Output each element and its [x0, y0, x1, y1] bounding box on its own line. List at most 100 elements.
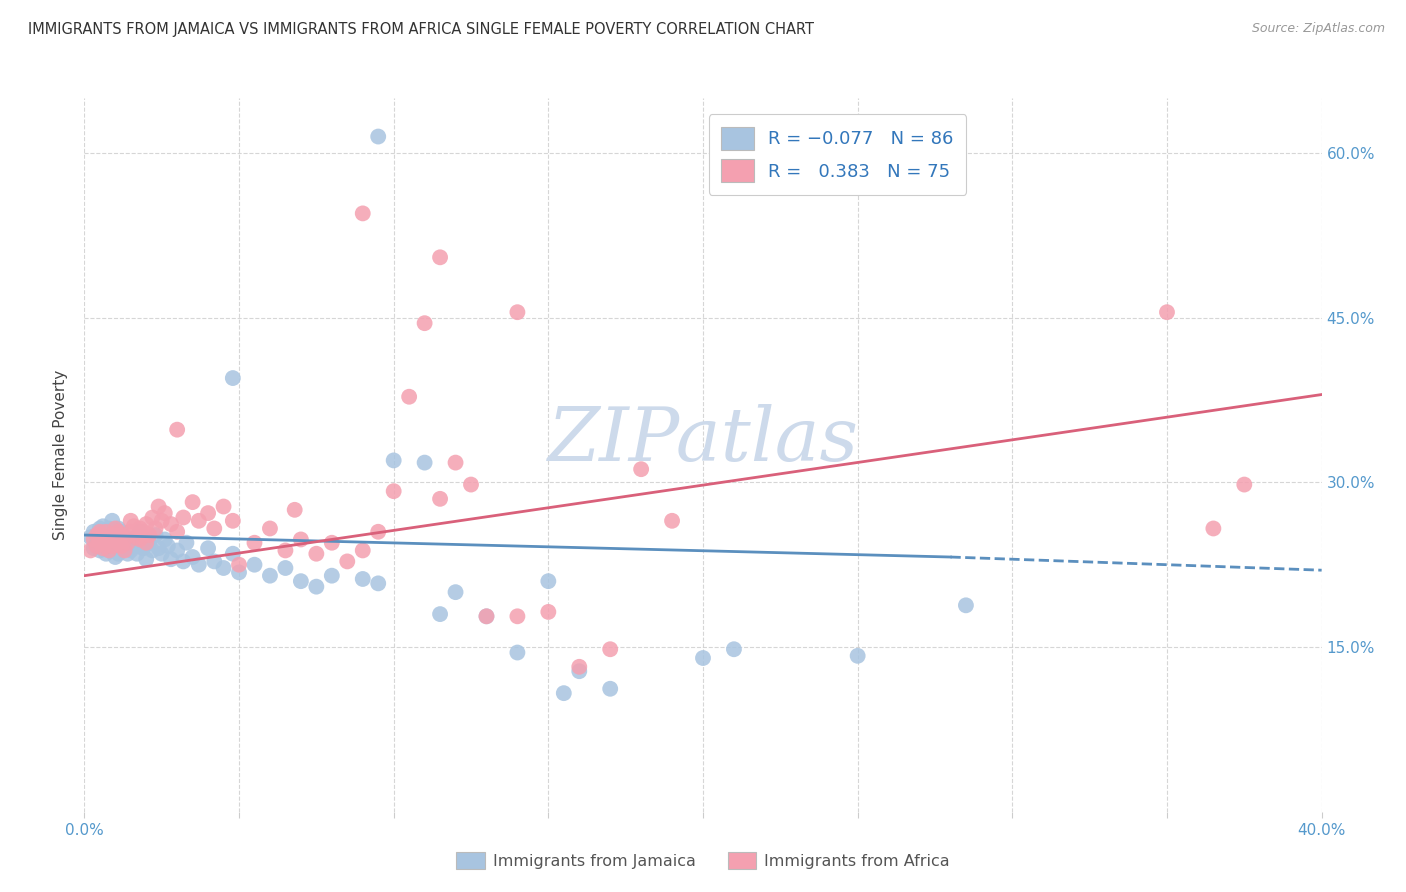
Point — [104, 539, 127, 553]
Point — [444, 585, 467, 599]
Point — [98, 543, 121, 558]
Point — [129, 524, 152, 539]
Point — [352, 543, 374, 558]
Point — [145, 528, 167, 542]
Point — [79, 543, 101, 558]
Point — [321, 535, 343, 549]
Point — [110, 524, 132, 539]
Point — [222, 371, 245, 385]
Point — [129, 539, 152, 553]
Point — [101, 514, 124, 528]
Point — [382, 453, 405, 467]
Point — [129, 533, 152, 547]
Point — [290, 574, 312, 589]
Point — [107, 535, 129, 549]
Point — [104, 533, 127, 547]
Point — [107, 524, 129, 539]
Point — [413, 316, 436, 330]
Point — [568, 660, 591, 674]
Point — [86, 528, 108, 542]
Text: ZIPatlas: ZIPatlas — [547, 404, 859, 477]
Point — [166, 524, 188, 539]
Point — [153, 533, 176, 547]
Point — [107, 533, 129, 547]
Point — [202, 554, 225, 568]
Point — [367, 129, 389, 144]
Point — [132, 524, 155, 539]
Point — [89, 533, 111, 547]
Point — [290, 533, 312, 547]
Point — [537, 574, 560, 589]
Point — [160, 517, 183, 532]
Point — [413, 456, 436, 470]
Text: Source: ZipAtlas.com: Source: ZipAtlas.com — [1251, 22, 1385, 36]
Point — [89, 521, 111, 535]
Point — [367, 576, 389, 591]
Point — [599, 642, 621, 657]
Point — [176, 535, 198, 549]
Point — [135, 517, 157, 532]
Point — [104, 528, 127, 542]
Point — [222, 514, 245, 528]
Point — [86, 528, 108, 542]
Point — [692, 651, 714, 665]
Point — [429, 491, 451, 506]
Point — [86, 535, 108, 549]
Point — [89, 535, 111, 549]
Point — [506, 646, 529, 660]
Point — [98, 533, 121, 547]
Point — [274, 561, 297, 575]
Point — [153, 506, 176, 520]
Point — [141, 543, 163, 558]
Point — [181, 549, 204, 564]
Point — [243, 558, 266, 572]
Point — [398, 390, 420, 404]
Point — [955, 599, 977, 613]
Point — [1156, 305, 1178, 319]
Point — [120, 543, 142, 558]
Point — [98, 533, 121, 547]
Point — [94, 524, 117, 539]
Point — [98, 521, 121, 535]
Point — [120, 533, 142, 547]
Point — [122, 519, 145, 533]
Point — [475, 609, 498, 624]
Point — [506, 609, 529, 624]
Point — [429, 250, 451, 264]
Point — [148, 541, 170, 556]
Point — [212, 561, 235, 575]
Point — [114, 533, 136, 547]
Point — [305, 580, 328, 594]
Point — [661, 514, 683, 528]
Point — [94, 535, 117, 549]
Point — [114, 543, 136, 558]
Point — [222, 547, 245, 561]
Point — [259, 568, 281, 582]
Point — [367, 524, 389, 539]
Point — [117, 547, 139, 561]
Point — [98, 543, 121, 558]
Point — [274, 543, 297, 558]
Point — [129, 521, 152, 535]
Point — [156, 539, 179, 553]
Point — [166, 543, 188, 558]
Point — [138, 528, 160, 542]
Point — [228, 566, 250, 580]
Point — [568, 664, 591, 678]
Point — [460, 477, 482, 491]
Point — [148, 500, 170, 514]
Point — [104, 549, 127, 564]
Point — [107, 547, 129, 561]
Point — [599, 681, 621, 696]
Point — [122, 535, 145, 549]
Point — [1233, 477, 1256, 491]
Point — [846, 648, 869, 663]
Point — [89, 543, 111, 558]
Point — [187, 514, 209, 528]
Point — [94, 535, 117, 549]
Point — [181, 495, 204, 509]
Point — [91, 519, 114, 533]
Point — [172, 510, 194, 524]
Point — [107, 521, 129, 535]
Point — [187, 558, 209, 572]
